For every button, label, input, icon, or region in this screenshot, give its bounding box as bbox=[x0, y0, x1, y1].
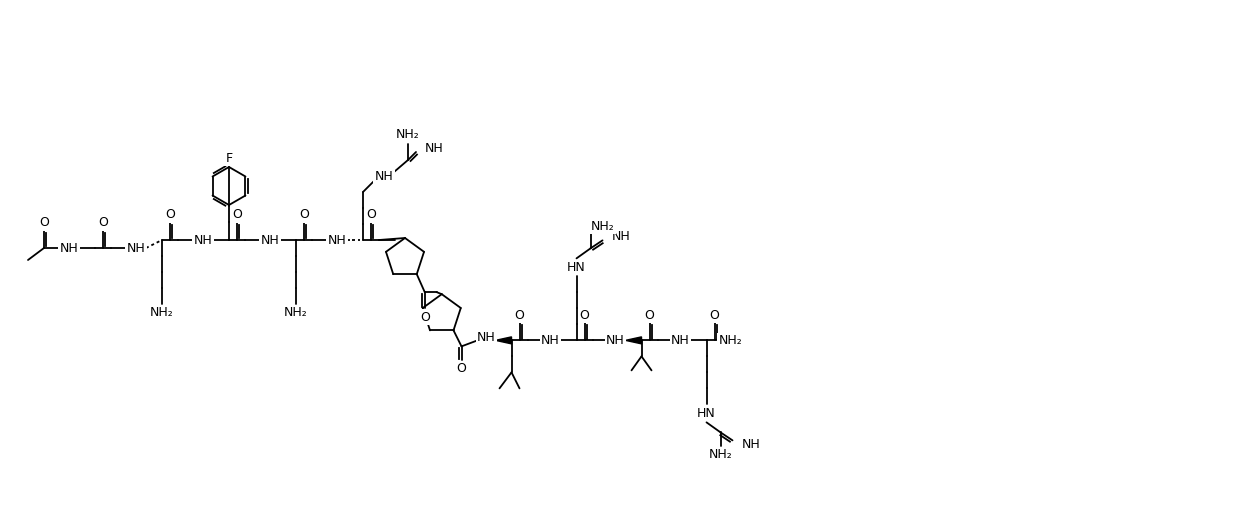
Text: NH: NH bbox=[671, 334, 689, 347]
Text: O: O bbox=[39, 217, 49, 230]
Text: HN: HN bbox=[697, 407, 716, 420]
Text: NH₂: NH₂ bbox=[150, 306, 174, 319]
Text: NH: NH bbox=[127, 242, 146, 255]
Polygon shape bbox=[625, 337, 642, 344]
Text: NH: NH bbox=[541, 334, 560, 347]
Text: O: O bbox=[710, 309, 720, 322]
Text: NH: NH bbox=[477, 331, 496, 344]
Text: O: O bbox=[457, 362, 467, 375]
Text: O: O bbox=[420, 311, 430, 324]
Text: NH: NH bbox=[327, 233, 346, 246]
Text: O: O bbox=[644, 309, 654, 322]
Text: O: O bbox=[366, 208, 376, 221]
Text: O: O bbox=[165, 208, 175, 221]
Text: NH: NH bbox=[606, 334, 625, 347]
Text: F: F bbox=[225, 151, 233, 164]
Text: O: O bbox=[299, 208, 309, 221]
Text: NH₂: NH₂ bbox=[396, 128, 420, 141]
Text: NH₂: NH₂ bbox=[590, 220, 614, 233]
Text: HN: HN bbox=[567, 261, 586, 274]
Text: NH₂: NH₂ bbox=[718, 334, 742, 347]
Text: NH: NH bbox=[375, 170, 394, 183]
Text: O: O bbox=[580, 309, 590, 322]
Text: NH: NH bbox=[425, 141, 444, 155]
Text: NH: NH bbox=[741, 438, 760, 451]
Text: NH: NH bbox=[59, 242, 78, 255]
Text: NH: NH bbox=[194, 233, 213, 246]
Text: NH: NH bbox=[611, 230, 630, 243]
Text: NH₂: NH₂ bbox=[284, 306, 308, 319]
Text: NH₂: NH₂ bbox=[708, 448, 732, 461]
Text: O: O bbox=[98, 217, 108, 230]
Text: O: O bbox=[515, 309, 525, 322]
Polygon shape bbox=[496, 337, 512, 344]
Text: NH: NH bbox=[260, 233, 279, 246]
Text: O: O bbox=[231, 208, 242, 221]
